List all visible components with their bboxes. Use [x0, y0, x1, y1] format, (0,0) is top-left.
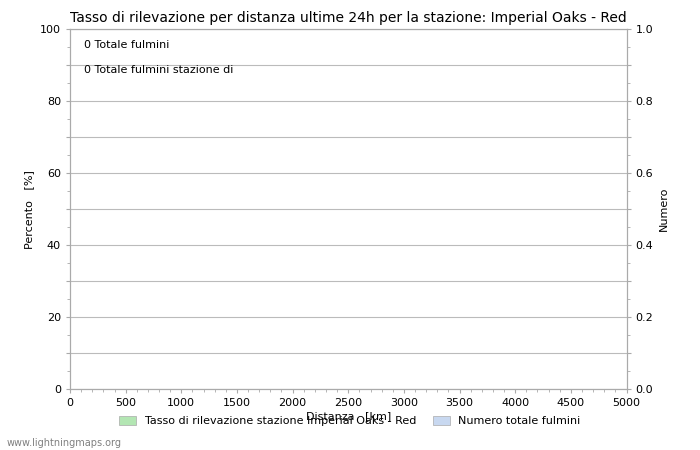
Text: www.lightningmaps.org: www.lightningmaps.org [7, 438, 122, 448]
Text: 0 Totale fulmini stazione di: 0 Totale fulmini stazione di [84, 65, 233, 75]
Y-axis label: Percento   [%]: Percento [%] [25, 170, 34, 249]
Title: Tasso di rilevazione per distanza ultime 24h per la stazione: Imperial Oaks - Re: Tasso di rilevazione per distanza ultime… [70, 11, 626, 25]
Text: 0 Totale fulmini: 0 Totale fulmini [84, 40, 169, 50]
Y-axis label: Numero: Numero [659, 187, 668, 231]
X-axis label: Distanza   [km]: Distanza [km] [306, 411, 391, 421]
Legend: Tasso di rilevazione stazione Imperial Oaks - Red, Numero totale fulmini: Tasso di rilevazione stazione Imperial O… [115, 412, 585, 431]
